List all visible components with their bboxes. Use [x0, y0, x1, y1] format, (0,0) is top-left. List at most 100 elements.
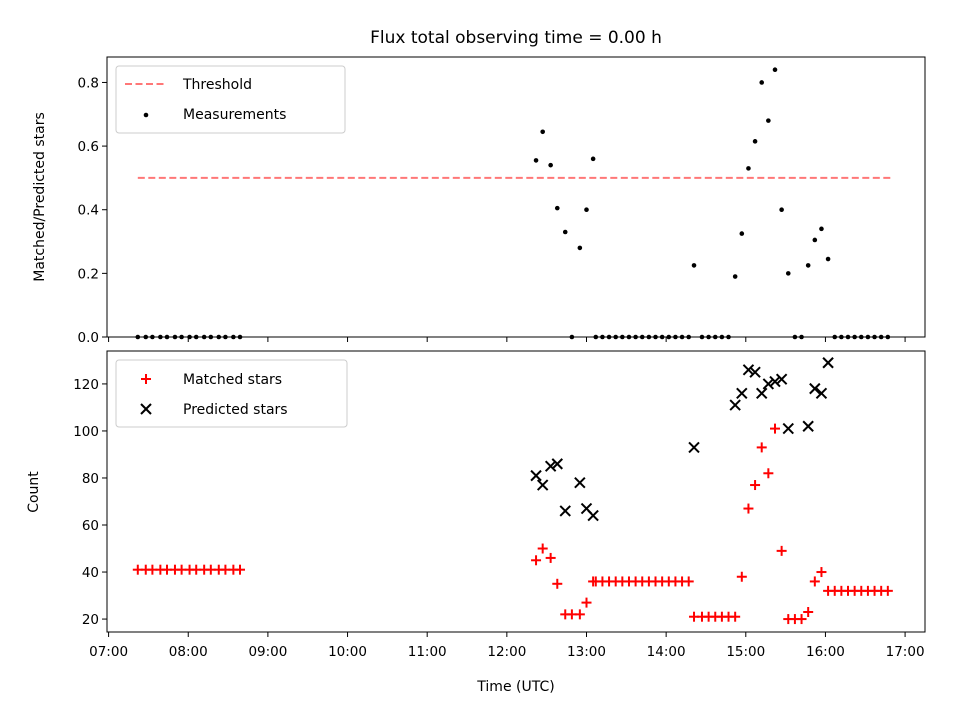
matched-star-marker: [683, 576, 694, 587]
predicted-star-marker: [769, 375, 781, 388]
predicted-star-marker: [729, 399, 741, 411]
matched-star-marker: [545, 552, 556, 563]
predicted-star-marker: [809, 382, 821, 395]
legend-matched-label: Matched stars: [183, 372, 282, 388]
predicted-star-marker: [536, 479, 549, 491]
predicted-star-marker: [775, 373, 788, 385]
measurement-point: [540, 129, 545, 135]
matched-star-marker: [776, 545, 787, 556]
measurement-point: [691, 263, 697, 268]
predicted-star-marker: [782, 422, 794, 435]
legend-matched-swatch: [141, 374, 151, 384]
legend-measurements-swatch: [143, 112, 149, 118]
x-tick-label: 15:00: [726, 644, 765, 660]
matched-star-marker: [816, 567, 827, 578]
legend-measurements-label: Measurements: [183, 107, 286, 123]
measurement-point: [766, 118, 771, 123]
top-y-tick-label: 0.0: [78, 330, 99, 346]
top-plot-frame: [106, 56, 926, 338]
matched-star-marker: [769, 423, 780, 434]
predicted-star-marker: [688, 441, 700, 454]
top-y-tick-label: 0.4: [78, 203, 99, 219]
predicted-star-marker: [749, 366, 761, 378]
bottom-plot-frame: [106, 350, 926, 633]
legend-threshold-label: Threshold: [182, 77, 252, 93]
matched-star-marker: [736, 571, 747, 582]
predicted-star-marker: [815, 387, 828, 400]
bottom-y-axis-label: Count: [26, 471, 42, 513]
predicted-stars-layer: [530, 357, 834, 522]
x-tick-label: 14:00: [647, 644, 686, 660]
top-y-axis-label: Matched/Predicted stars: [32, 112, 48, 282]
top-y-ticks: 0.0 0.2 0.4 0.6 0.8: [78, 75, 107, 346]
matched-star-marker: [809, 576, 820, 587]
matched-star-marker: [531, 555, 542, 566]
top-x-ticks: [108, 337, 906, 342]
measurement-point: [785, 271, 791, 276]
bottom-y-ticks: 20 40 60 80 100 120: [73, 377, 107, 628]
bottom-y-tick-label: 20: [82, 612, 99, 628]
measurement-point: [533, 158, 539, 163]
bottom-y-tick-label: 40: [82, 565, 99, 581]
bottom-panel: 20 40 60 80 100 120 07:00 08:00 09:00 10:00 11:00…: [26, 350, 926, 695]
matched-star-marker: [743, 503, 754, 514]
measurement-point: [825, 256, 831, 262]
x-tick-label: 10:00: [328, 644, 367, 660]
bottom-x-ticks: 07:00 08:00 09:00 10:00 11:00 12:00 13:00 14:00…: [89, 632, 925, 660]
predicted-star-marker: [736, 387, 748, 400]
legend-predicted-swatch: [140, 403, 152, 415]
top-legend: Threshold Measurements: [115, 65, 346, 134]
x-tick-label: 11:00: [408, 644, 447, 660]
measurement-point: [584, 207, 589, 213]
measurement-point: [554, 205, 560, 211]
matched-star-marker: [750, 480, 761, 491]
matched-star-marker: [552, 578, 563, 589]
matched-star-marker: [574, 609, 585, 620]
top-y-tick-label: 0.8: [78, 75, 99, 91]
measurement-point: [590, 156, 596, 162]
measurement-point: [819, 226, 824, 232]
x-tick-label: 16:00: [806, 644, 845, 660]
matched-star-marker: [756, 442, 767, 453]
matched-star-marker: [581, 597, 592, 608]
measurement-point: [779, 207, 784, 213]
matched-stars-layer: [132, 423, 893, 625]
predicted-star-marker: [559, 505, 571, 517]
measurement-point: [548, 162, 553, 168]
x-tick-label: 07:00: [89, 644, 128, 660]
predicted-star-marker: [762, 378, 775, 390]
measurement-point: [562, 229, 568, 235]
matched-star-marker: [537, 543, 548, 554]
matched-star-marker: [882, 585, 893, 596]
measurement-point: [759, 80, 765, 85]
bottom-y-tick-label: 120: [73, 377, 99, 393]
predicted-star-marker: [742, 364, 755, 376]
measurement-point: [812, 237, 818, 243]
predicted-star-marker: [756, 387, 768, 400]
measurement-point: [739, 231, 745, 236]
predicted-star-marker: [587, 509, 599, 522]
predicted-star-marker: [551, 458, 563, 470]
bottom-y-tick-label: 60: [82, 518, 99, 534]
predicted-star-marker: [802, 420, 814, 432]
bottom-y-tick-label: 100: [73, 424, 99, 440]
measurement-point: [772, 67, 778, 73]
matched-star-marker: [763, 468, 774, 479]
legend-predicted-label: Predicted stars: [183, 402, 288, 418]
top-panel: 0.00.20.40.60.8 Matched/Predicted stars …: [32, 56, 926, 346]
x-tick-label: 17:00: [886, 644, 925, 660]
matched-star-marker: [796, 614, 807, 625]
x-tick-label: 08:00: [169, 644, 208, 660]
bottom-legend-box: [115, 359, 348, 428]
bottom-y-tick-label: 80: [82, 471, 99, 487]
measurement-point: [805, 263, 811, 268]
matched-star-marker: [730, 611, 741, 622]
matched-star-marker: [235, 564, 246, 575]
predicted-star-marker: [574, 476, 586, 489]
bottom-legend: Matched stars Predicted stars: [115, 359, 348, 428]
x-tick-label: 09:00: [248, 644, 287, 660]
x-tick-label: 12:00: [487, 644, 526, 660]
x-tick-label: 13:00: [567, 644, 606, 660]
predicted-star-marker: [530, 469, 542, 482]
